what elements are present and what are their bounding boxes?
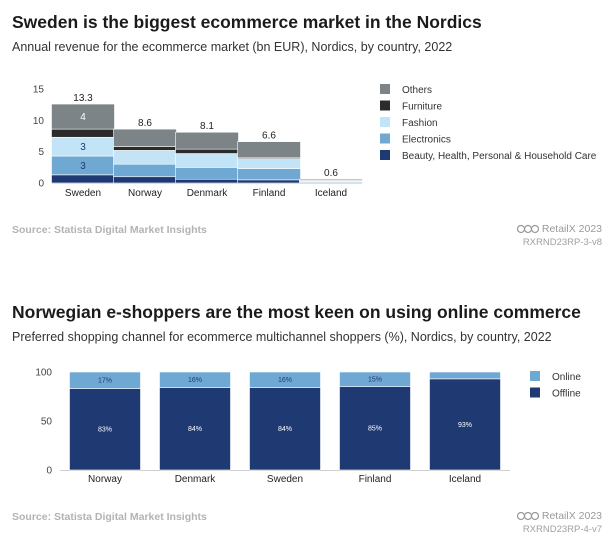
x-category-label: Denmark — [175, 474, 217, 485]
brand-text: RetailX 2023 — [541, 223, 602, 235]
bar-segment — [69, 371, 141, 389]
legend-swatch — [380, 100, 390, 111]
chart-revenue: 0 5 10 15 3 3 4 13.3 Sweden 8.6 Norway 8.1 Denmark 6.… — [33, 84, 597, 199]
bar-segment — [237, 141, 301, 158]
y-tick-label: 15 — [33, 85, 45, 96]
chart-source: Source: Statista Digital Market Insights — [12, 511, 207, 523]
chart-code: RXRND23RP-3-v8 — [522, 237, 602, 248]
legend-swatch — [530, 387, 540, 398]
bar-segment — [339, 386, 411, 471]
retailx-logo-icon — [516, 225, 539, 234]
bar-total-label: 8.1 — [200, 121, 214, 132]
x-category-label: Norway — [88, 474, 122, 485]
legend-label: Electronics — [402, 135, 451, 146]
brand-text: RetailX 2023 — [541, 510, 602, 522]
bar-segment — [175, 153, 239, 168]
legend-swatch — [380, 150, 390, 160]
x-category-label: Norway — [128, 188, 162, 199]
bar-total-label: 6.6 — [262, 131, 276, 142]
bar-total-label: 0.6 — [324, 168, 338, 179]
bar-segment — [113, 150, 177, 165]
bar-segment — [237, 158, 301, 169]
legend-label: Furniture — [402, 102, 442, 113]
x-category-label: Iceland — [449, 474, 481, 485]
brand-label: RetailX 2023 — [516, 510, 602, 522]
chart-source: Source: Statista Digital Market Insights — [12, 224, 207, 236]
segment-data-label: 93% — [458, 422, 472, 429]
segment-data-label: 3 — [80, 142, 86, 153]
bar-segment — [175, 178, 239, 184]
bar-segment — [237, 179, 301, 184]
bar-segment — [51, 174, 115, 184]
bar-segment — [237, 168, 301, 181]
bar-segment — [113, 146, 177, 151]
chart-subtitle: Annual revenue for the ecommerce market … — [12, 40, 453, 54]
x-category-label: Finland — [253, 188, 286, 199]
legend-label: Fashion — [402, 118, 438, 129]
bar-segment — [175, 167, 239, 180]
bar-segment — [159, 371, 231, 388]
x-category-label: Sweden — [65, 188, 101, 199]
bar-total-label: 13.3 — [73, 93, 93, 104]
chart-panel-channel: Norwegian e-shoppers are the most keen o… — [0, 290, 616, 545]
segment-data-label: 4 — [80, 112, 86, 123]
segment-data-label: 3 — [80, 161, 86, 172]
bar-segment — [299, 178, 363, 181]
y-tick-label: 0 — [38, 179, 44, 190]
legend-swatch — [380, 84, 390, 94]
legend-swatch — [380, 133, 390, 144]
segment-data-label: 84% — [278, 426, 292, 433]
segment-data-label: 16% — [278, 377, 292, 384]
chart-title: Norwegian e-shoppers are the most keen o… — [12, 302, 581, 322]
brand-label: RetailX 2023 — [516, 223, 602, 235]
y-tick-label: 0 — [46, 466, 52, 477]
bar-segment — [429, 371, 501, 380]
legend-label: Others — [402, 85, 432, 96]
x-category-label: Sweden — [267, 474, 303, 485]
y-tick-label: 100 — [35, 368, 52, 379]
bar-segment — [249, 371, 321, 388]
y-tick-label: 5 — [38, 147, 44, 158]
segment-data-label: 83% — [98, 427, 112, 434]
chart-title: Sweden is the biggest ecommerce market i… — [12, 12, 482, 32]
retailx-logo-icon — [516, 512, 539, 521]
bar-segment — [113, 163, 177, 178]
chart-code: RXRND23RP-4-v7 — [522, 524, 602, 535]
segment-data-label: 84% — [188, 426, 202, 433]
legend-label: Offline — [552, 389, 581, 400]
x-category-label: Denmark — [187, 188, 229, 199]
bar-segment — [113, 176, 177, 184]
bar-segment — [159, 387, 231, 471]
x-category-label: Finland — [359, 474, 392, 485]
bar-total-label: 8.6 — [138, 118, 152, 129]
bar-segment — [175, 131, 239, 150]
bar-segment — [429, 378, 501, 471]
y-tick-label: 10 — [33, 116, 45, 127]
legend-swatch — [380, 117, 390, 127]
chart-subtitle: Preferred shopping channel for ecommerce… — [12, 330, 552, 344]
y-tick-label: 50 — [41, 417, 53, 428]
segment-data-label: 16% — [188, 377, 202, 384]
bar-segment — [249, 387, 321, 471]
x-category-label: Iceland — [315, 188, 347, 199]
bar-segment — [51, 128, 115, 138]
segment-data-label: 17% — [98, 378, 112, 385]
legend-label: Online — [552, 372, 581, 383]
bar-segment — [339, 371, 411, 387]
segment-data-label: 85% — [368, 426, 382, 433]
chart-panel-revenue: Sweden is the biggest ecommerce market i… — [0, 0, 616, 260]
segment-data-label: 15% — [368, 377, 382, 384]
chart-channel: 0 50 100 83% 17% Norway 84% 16% Denmark 84% 16% Swe… — [35, 368, 581, 486]
bar-segment — [51, 103, 115, 130]
bar-segment — [113, 128, 177, 147]
bar-segment — [175, 148, 239, 154]
legend-label: Beauty, Health, Personal & Household Car… — [402, 151, 597, 162]
legend-swatch — [530, 371, 540, 381]
